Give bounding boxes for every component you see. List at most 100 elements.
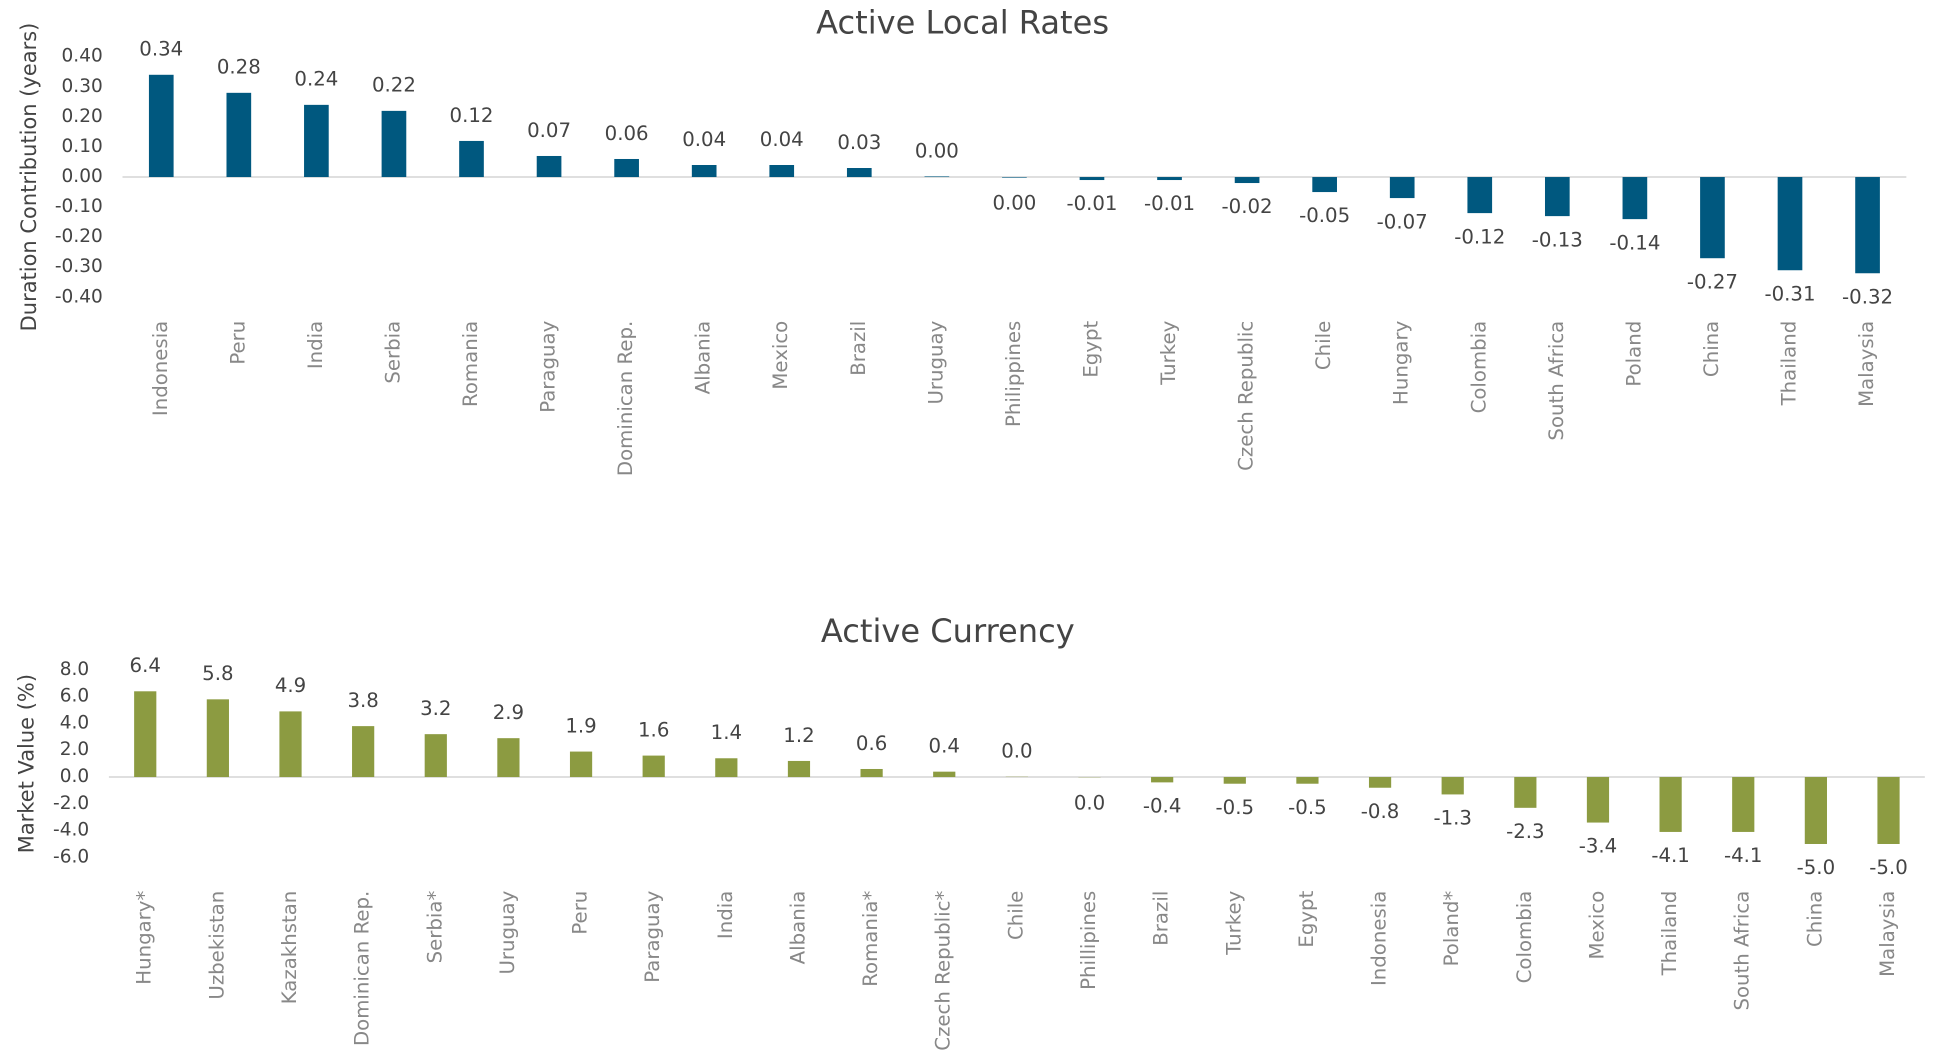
bar bbox=[1514, 777, 1537, 808]
data-label: -5.0 bbox=[1797, 856, 1835, 879]
data-label: -0.07 bbox=[1377, 210, 1428, 233]
bar bbox=[279, 711, 302, 778]
y-tick-label: 0.40 bbox=[62, 46, 103, 67]
x-tick-label: Malaysia bbox=[1855, 321, 1878, 407]
bar bbox=[1732, 777, 1755, 832]
bar bbox=[1296, 777, 1319, 784]
y-tick-label: -4.0 bbox=[53, 820, 89, 841]
data-label: 1.6 bbox=[638, 718, 669, 741]
data-label: -2.3 bbox=[1506, 820, 1544, 843]
x-tick-label: India bbox=[304, 321, 327, 369]
x-tick-label: Phillipines bbox=[1077, 891, 1100, 990]
bar bbox=[1659, 777, 1682, 832]
y-tick-label: -0.40 bbox=[55, 286, 103, 307]
x-tick-label: Mexico bbox=[1585, 891, 1608, 960]
data-label: -0.13 bbox=[1532, 228, 1583, 251]
x-tick-label: Czech Republic* bbox=[932, 891, 955, 1051]
bar bbox=[424, 734, 447, 778]
chart-title: Active Local Rates bbox=[816, 4, 1109, 42]
y-tick-label: -6.0 bbox=[53, 846, 89, 867]
x-tick-label: Paraguay bbox=[641, 890, 664, 982]
x-tick-label: Turkey bbox=[1157, 320, 1180, 386]
bar bbox=[304, 104, 329, 178]
bar bbox=[1312, 177, 1337, 193]
data-label: 0.00 bbox=[915, 139, 959, 162]
data-label: 0.06 bbox=[605, 122, 649, 145]
data-label: 0.03 bbox=[837, 131, 881, 154]
data-label: 0.07 bbox=[527, 119, 571, 142]
data-label: 0.22 bbox=[372, 74, 416, 97]
bar bbox=[715, 758, 738, 778]
data-label: 0.24 bbox=[294, 68, 338, 91]
data-label: -0.01 bbox=[1144, 192, 1195, 215]
x-tick-label: Paraguay bbox=[537, 320, 560, 412]
x-tick-label: Indonesia bbox=[1368, 891, 1391, 986]
data-label: -0.01 bbox=[1066, 192, 1117, 215]
data-label: -0.05 bbox=[1299, 204, 1350, 227]
x-tick-label: Romania bbox=[459, 321, 482, 407]
x-tick-label: Malaysia bbox=[1876, 891, 1899, 977]
x-tick-label: India bbox=[714, 891, 737, 939]
x-tick-label: Mexico bbox=[769, 321, 792, 390]
x-tick-label: Indonesia bbox=[149, 321, 172, 416]
data-label: -1.3 bbox=[1433, 807, 1471, 830]
y-tick-label: -2.0 bbox=[53, 793, 89, 814]
chart-title: Active Currency bbox=[821, 612, 1075, 650]
bar bbox=[924, 176, 950, 178]
data-label: -3.4 bbox=[1579, 835, 1617, 858]
data-label: -0.12 bbox=[1454, 225, 1505, 248]
x-tick-label: Uruguay bbox=[496, 890, 519, 974]
bar bbox=[933, 771, 956, 778]
bar bbox=[134, 691, 157, 778]
data-label: 1.4 bbox=[711, 721, 742, 744]
bar bbox=[1467, 177, 1493, 214]
bar bbox=[1877, 777, 1900, 844]
x-tick-label: Peru bbox=[226, 321, 249, 365]
y-axis-title: Duration Contribution (years) bbox=[17, 23, 41, 332]
bar bbox=[226, 92, 252, 178]
x-tick-label: Czech Republic bbox=[1235, 321, 1258, 471]
bar bbox=[1544, 177, 1570, 217]
bar bbox=[1223, 777, 1246, 784]
data-label: 0.04 bbox=[682, 128, 726, 151]
y-tick-label: -0.10 bbox=[55, 196, 103, 217]
bar bbox=[206, 699, 229, 778]
data-label: -0.8 bbox=[1361, 800, 1399, 823]
data-label: -0.31 bbox=[1764, 282, 1815, 305]
x-tick-label: Serbia bbox=[381, 321, 404, 384]
x-tick-label: Uruguay bbox=[924, 320, 947, 404]
bar bbox=[352, 726, 375, 778]
data-label: -0.4 bbox=[1143, 795, 1181, 818]
data-label: 3.2 bbox=[420, 697, 451, 720]
bar bbox=[1804, 777, 1827, 844]
data-label: 1.9 bbox=[565, 714, 596, 737]
x-tick-label: Brazil bbox=[847, 321, 870, 376]
bar bbox=[1622, 177, 1648, 220]
bar bbox=[497, 738, 520, 778]
data-label: 0.04 bbox=[760, 128, 804, 151]
y-axis-title: Market Value (%) bbox=[14, 674, 38, 853]
data-label: 0.28 bbox=[217, 56, 261, 79]
x-tick-label: Dominican Rep. bbox=[351, 891, 374, 1046]
data-label: -0.32 bbox=[1842, 285, 1893, 308]
y-tick-label: -0.20 bbox=[55, 226, 103, 247]
y-tick-label: 6.0 bbox=[60, 686, 89, 707]
y-tick-label: 8.0 bbox=[60, 659, 89, 680]
data-label: -0.5 bbox=[1216, 796, 1254, 819]
x-tick-label: Albania bbox=[692, 321, 715, 395]
data-label: 0.0 bbox=[1074, 792, 1105, 815]
bar bbox=[787, 760, 811, 778]
data-label: 0.34 bbox=[139, 38, 183, 61]
x-tick-label: China bbox=[1700, 321, 1723, 377]
data-label: 2.9 bbox=[493, 701, 524, 724]
x-tick-label: Thailand bbox=[1777, 321, 1800, 407]
bar bbox=[1855, 177, 1880, 274]
data-label: -0.5 bbox=[1288, 796, 1326, 819]
bar bbox=[148, 74, 174, 178]
data-label: 0.0 bbox=[1001, 740, 1032, 763]
x-tick-label: Colombia bbox=[1467, 321, 1490, 414]
x-tick-label: Egypt bbox=[1079, 320, 1102, 377]
x-tick-label: South Africa bbox=[1731, 891, 1754, 1011]
